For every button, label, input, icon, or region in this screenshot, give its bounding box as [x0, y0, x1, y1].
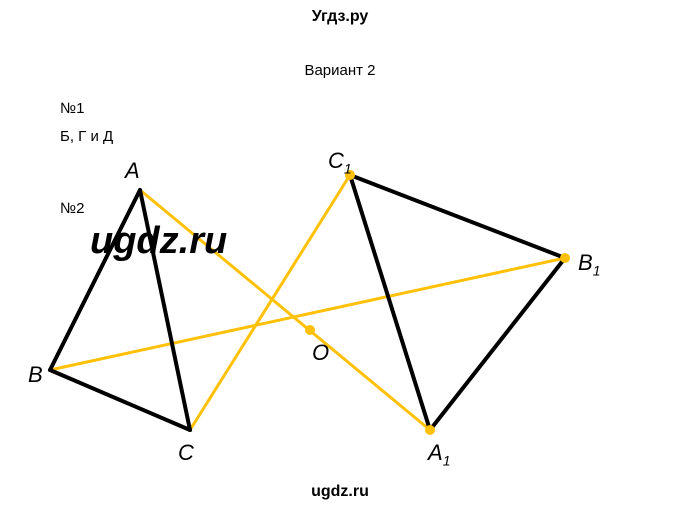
site-footer: ugdz.ru	[0, 483, 680, 501]
triangle-edges	[50, 175, 565, 430]
vertex-label: C1	[328, 148, 352, 176]
vertex-label: C	[178, 440, 194, 466]
vertex-label: B1	[578, 250, 600, 278]
vertex-label: A1	[428, 440, 450, 468]
vertex-label: O	[312, 340, 329, 366]
vertex-label: A	[125, 158, 140, 184]
vertex-label: B	[28, 362, 43, 388]
watermark-overlay: ugdz.ru	[90, 220, 227, 263]
